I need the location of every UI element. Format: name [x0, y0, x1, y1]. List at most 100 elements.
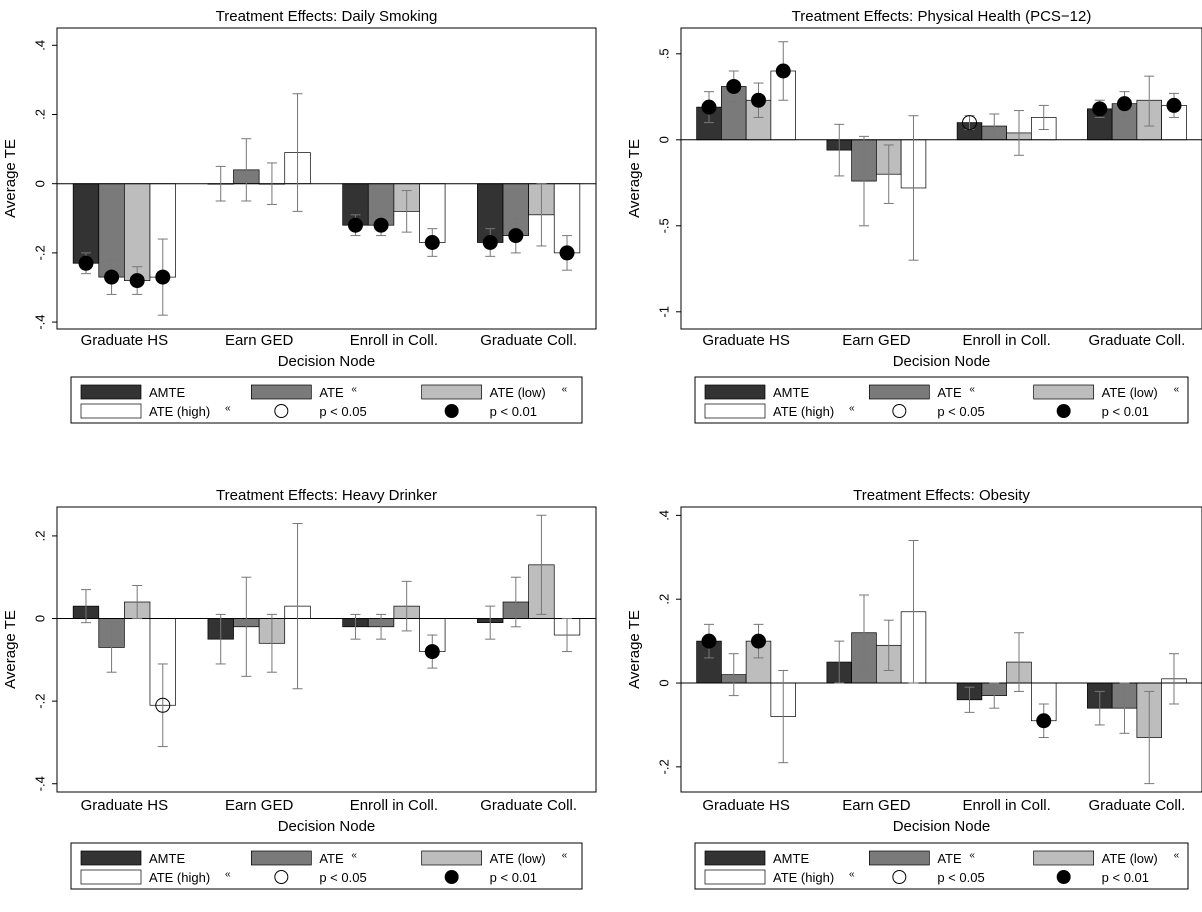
- legend-swatch-ate_high: [704, 403, 766, 419]
- y-axis-label: Average TE: [2, 139, 19, 218]
- legend-symbol-p01: [444, 404, 459, 418]
- legend-label-ate: ATE: [937, 851, 962, 866]
- x-tick-label: Graduate Coll.: [1089, 332, 1186, 349]
- legend-label-ate: ATE: [319, 851, 344, 866]
- legend-label-ate_low: ATE (low): [490, 851, 546, 866]
- marker-p05: [962, 115, 978, 131]
- y-tick-label: -.2: [33, 245, 48, 260]
- legend-symbol-p01: [1056, 404, 1071, 418]
- legend-swatch-ate: [250, 850, 312, 866]
- legend-box: [70, 842, 583, 890]
- legend-mark: «: [969, 384, 975, 395]
- legend-swatch-ate_high: [80, 869, 142, 885]
- marker-p01: [347, 217, 363, 233]
- legend-mark: «: [562, 850, 568, 861]
- legend-label-amte: AMTE: [149, 385, 185, 400]
- legend-swatch-amte: [80, 850, 142, 866]
- y-tick-label: .2: [33, 109, 48, 120]
- legend-label-p05: p < 0.05: [319, 404, 366, 419]
- plot-frame: [680, 27, 1202, 330]
- legend-label-p01: p < 0.01: [1102, 870, 1149, 885]
- chart-title: Treatment Effects: Daily Smoking: [216, 8, 438, 25]
- x-axis-label: Decision Node: [893, 818, 991, 835]
- legend-swatch-ate_high: [80, 403, 142, 419]
- legend: AMTE ATE « ATE (low) « ATE (high) « p < 0.05 p <…: [70, 842, 583, 890]
- marker-p01: [701, 633, 717, 649]
- chart-panel-1: Treatment Effects: Daily Smoking .4 .2 0 -.2…: [2, 8, 597, 424]
- marker-p01: [373, 217, 389, 233]
- x-axis-label: Decision Node: [278, 353, 376, 370]
- marker-p01: [508, 228, 524, 244]
- x-tick-label: Graduate HS: [81, 332, 169, 349]
- x-tick-label: Earn GED: [842, 797, 911, 814]
- marker-p01: [701, 99, 717, 115]
- bar: [72, 183, 100, 264]
- marker-p01: [424, 644, 440, 660]
- legend-symbol-p01: [1056, 870, 1071, 884]
- legend-swatch-ate_low: [1033, 384, 1095, 400]
- legend-box: [70, 376, 583, 424]
- marker-p01: [1117, 96, 1133, 112]
- marker-p01: [424, 235, 440, 251]
- y-tick-label: -1: [657, 306, 672, 318]
- y-tick-label: 0: [657, 679, 672, 686]
- plot-frame: [680, 506, 1202, 793]
- legend-swatch-amte: [80, 384, 142, 400]
- legend-label-amte: AMTE: [773, 851, 809, 866]
- legend-symbol-p05: [274, 404, 289, 418]
- legend-mark: «: [225, 403, 231, 414]
- y-tick-label: 0: [657, 136, 672, 143]
- y-tick-label: .2: [657, 594, 672, 605]
- legend: AMTE ATE « ATE (low) « ATE (high) « p < 0.05 p <…: [70, 376, 583, 424]
- legend-label-p01: p < 0.01: [490, 870, 537, 885]
- legend-swatch-amte: [704, 384, 766, 400]
- marker-p05: [155, 697, 171, 713]
- chart-title: Treatment Effects: Physical Health (PCS−…: [792, 8, 1092, 25]
- legend-label-ate_low: ATE (low): [490, 385, 546, 400]
- x-tick-label: Enroll in Coll.: [962, 797, 1050, 814]
- legend-symbol-p05: [274, 870, 289, 884]
- x-tick-label: Graduate HS: [702, 332, 790, 349]
- y-axis-label: Average TE: [2, 610, 19, 689]
- legend-mark: «: [849, 869, 855, 880]
- marker-p01: [775, 63, 791, 79]
- marker-p01: [726, 78, 742, 94]
- y-axis-label: Average TE: [626, 610, 643, 689]
- legend-symbol-p05: [892, 870, 907, 884]
- x-tick-label: Graduate Coll.: [1089, 797, 1186, 814]
- x-tick-label: Enroll in Coll.: [350, 797, 438, 814]
- y-tick-label: .4: [33, 40, 48, 51]
- legend: AMTE ATE « ATE (low) « ATE (high) « p < 0.05 p <…: [694, 842, 1189, 890]
- plot-frame: [56, 506, 597, 793]
- y-tick-label: -.5: [657, 218, 672, 233]
- legend: AMTE ATE « ATE (low) « ATE (high) « p < 0.05 p <…: [694, 376, 1189, 424]
- x-tick-label: Graduate HS: [702, 797, 790, 814]
- legend-swatch-ate: [250, 384, 312, 400]
- legend-swatch-ate: [868, 850, 930, 866]
- marker-p01: [559, 245, 575, 261]
- legend-mark: «: [562, 384, 568, 395]
- legend-swatch-ate_low: [1033, 850, 1095, 866]
- y-tick-label: .2: [33, 530, 48, 541]
- legend-swatch-ate: [868, 384, 930, 400]
- legend-mark: «: [849, 403, 855, 414]
- marker-p01: [129, 273, 145, 289]
- x-tick-label: Enroll in Coll.: [350, 332, 438, 349]
- x-axis-label: Decision Node: [278, 818, 376, 835]
- legend-swatch-amte: [704, 850, 766, 866]
- legend-label-ate_high: ATE (high): [773, 404, 834, 419]
- legend-label-p01: p < 0.01: [490, 404, 537, 419]
- y-axis-label: Average TE: [626, 139, 643, 218]
- legend-swatch-ate_low: [421, 384, 483, 400]
- chart-panel-4: Treatment Effects: Obesity .4 .2 0 -.2 Averag…: [626, 487, 1202, 890]
- legend-label-ate_high: ATE (high): [149, 404, 210, 419]
- legend-label-amte: AMTE: [773, 385, 809, 400]
- legend-mark: «: [1174, 850, 1180, 861]
- x-tick-label: Graduate HS: [81, 797, 169, 814]
- x-tick-label: Earn GED: [225, 332, 294, 349]
- marker-p01: [482, 235, 498, 251]
- legend-mark: «: [225, 869, 231, 880]
- marker-p01: [155, 269, 171, 285]
- legend-label-ate: ATE: [319, 385, 344, 400]
